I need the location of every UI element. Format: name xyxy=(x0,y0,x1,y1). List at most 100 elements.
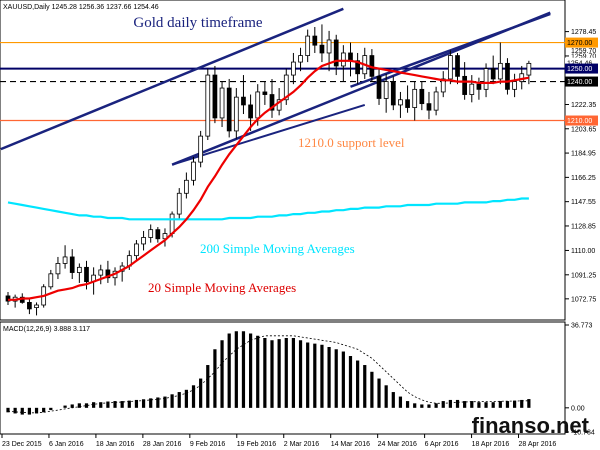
candle-body xyxy=(312,35,318,46)
support-label: 1210.0 support level xyxy=(298,135,405,150)
candle-body xyxy=(426,103,432,111)
candle-body xyxy=(155,229,161,240)
x-tick-label: 28 Jan 2016 xyxy=(143,441,182,448)
candle-body xyxy=(433,91,439,111)
candle xyxy=(76,263,82,283)
candle xyxy=(27,298,32,315)
price-tick-label: 1128.85 xyxy=(571,223,596,230)
candle-body xyxy=(269,94,275,111)
candle-body xyxy=(305,35,311,56)
candle xyxy=(212,65,218,124)
candle-body xyxy=(333,39,339,67)
candle-body xyxy=(383,81,389,99)
candle xyxy=(497,42,503,85)
candle xyxy=(512,73,517,98)
candle-body xyxy=(291,61,296,76)
macd-panel: MACD(12,26,9) 3.888 3.117 36.773 0.00 -10.… xyxy=(0,321,595,437)
macd-y-axis: 36.773 0.00 -10.734 xyxy=(565,323,595,437)
candle xyxy=(148,224,154,243)
candle-body xyxy=(455,55,460,77)
candle-body xyxy=(205,74,211,137)
candle xyxy=(5,292,11,306)
x-axis: 23 Dec 2015 6 Jan 2016 18 Jan 2016 28 Jan 2… xyxy=(1,434,556,448)
candle-body xyxy=(55,263,61,275)
candle-body xyxy=(98,269,104,276)
candle xyxy=(490,55,496,85)
x-tick-label: 2 Mar 2016 xyxy=(284,441,320,448)
candle-body xyxy=(469,83,475,95)
candle-body xyxy=(248,104,253,119)
candle-body xyxy=(48,273,54,288)
macd-histogram xyxy=(6,331,531,415)
candle xyxy=(34,302,39,316)
candle xyxy=(405,85,410,113)
candle-body xyxy=(512,81,517,90)
candle xyxy=(355,52,360,85)
macd-signal-path xyxy=(7,335,529,414)
candle-body xyxy=(497,62,503,80)
candle xyxy=(134,240,139,260)
candle xyxy=(526,60,532,85)
candle-body xyxy=(69,256,75,273)
price-tags: 1270.001254.461250.001240.001210.001259.… xyxy=(565,37,598,126)
trend-channel xyxy=(0,7,551,166)
price-tick-label: 1110.00 xyxy=(571,248,595,255)
candle-body xyxy=(340,52,346,67)
x-tick-label: 9 Feb 2016 xyxy=(190,441,226,448)
x-tick-label: 14 Mar 2016 xyxy=(331,441,370,448)
candle xyxy=(469,75,475,103)
candle xyxy=(390,76,396,111)
candle-body xyxy=(390,81,396,106)
candle-body xyxy=(262,91,268,95)
candle-body xyxy=(34,304,39,309)
tag-1210: 1210.00 xyxy=(567,118,592,125)
candle xyxy=(233,88,239,139)
candle xyxy=(191,156,196,186)
price-tick-label: 1278.45 xyxy=(571,29,596,36)
chart-title: Gold daily timeframe xyxy=(133,15,262,31)
candle xyxy=(226,78,232,138)
moving-averages xyxy=(7,59,530,301)
tag-1240-bg xyxy=(565,76,598,87)
candle xyxy=(291,52,296,85)
candle xyxy=(505,58,510,95)
candle xyxy=(248,94,253,131)
candle-body xyxy=(476,83,482,90)
x-tick-label: 6 Apr 2016 xyxy=(425,441,459,448)
candle xyxy=(176,188,182,220)
candle-body xyxy=(398,99,403,106)
candle-body xyxy=(226,87,232,132)
candle xyxy=(98,264,104,285)
candle xyxy=(269,78,275,118)
sma20-label: 20 Simple Moving Averages xyxy=(148,280,296,295)
price-tick-label: 1184.95 xyxy=(571,151,596,158)
price-tick-label: 1222.35 xyxy=(571,102,596,109)
candle xyxy=(419,81,425,111)
price-tick-label: 1203.65 xyxy=(571,126,596,133)
candle xyxy=(398,91,403,118)
candle-body xyxy=(219,87,225,119)
tag-1259: 1259.70 xyxy=(571,48,596,55)
candle-body xyxy=(198,135,204,163)
candle xyxy=(319,24,325,63)
price-tick-label: 1091.25 xyxy=(571,272,596,279)
candle xyxy=(483,63,489,98)
candle-body xyxy=(483,68,489,90)
macd-header: MACD(12,26,9) 3.888 3.117 xyxy=(3,326,90,333)
candle-body xyxy=(526,62,532,76)
candle-body xyxy=(148,229,154,238)
candle xyxy=(141,230,146,251)
candle-body xyxy=(5,295,11,302)
candle xyxy=(55,256,61,280)
candle-body xyxy=(505,62,510,90)
candle xyxy=(205,68,211,141)
candle xyxy=(455,52,460,85)
candle xyxy=(198,130,204,168)
candle xyxy=(426,91,432,120)
candle-body xyxy=(298,55,303,63)
candle-body xyxy=(419,88,425,105)
candle xyxy=(262,81,268,105)
candle-body xyxy=(440,78,446,93)
tag-1270-bg xyxy=(565,37,598,48)
